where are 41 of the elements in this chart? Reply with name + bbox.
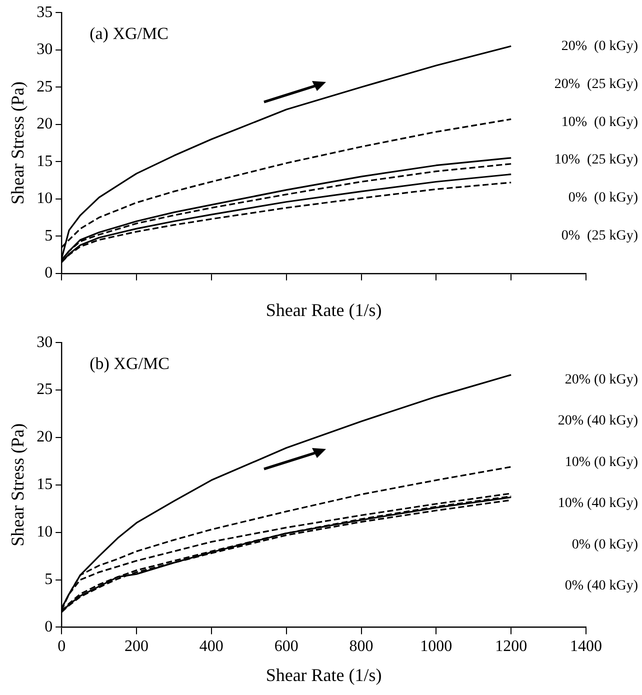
text: 20% (25 kGy) [554,76,638,92]
y-tick-label: 5 [44,227,53,244]
y-axis-title: Shear Stress (Pa) [8,423,28,546]
x-tick-label: 600 [274,638,298,656]
y-tick-label: 0 [44,618,53,636]
text: 0% (25 kGy) [561,228,638,244]
x-tick-label: 1000 [420,638,452,656]
text: 20% (40 kGy) [558,414,638,429]
x-tick-label: 1200 [495,638,528,656]
text: 10% (25 kGy) [554,152,638,168]
y-tick-label: 25 [36,381,53,398]
text: 0% (0 kGy) [568,190,638,206]
text: 20% (0 kGy) [564,372,638,388]
y-tick-label: 15 [36,476,53,494]
y-tick-label: 5 [44,570,53,588]
text: 0% (40 kGy) [564,578,638,594]
y-tick-label: 30 [36,334,53,351]
text: 10% (0 kGy) [564,454,638,470]
y-tick-label: 30 [36,41,53,58]
y-tick-label: 15 [36,152,53,170]
annotation: (b) XG/MC [90,354,170,374]
text: 10% (40 kGy) [558,496,638,512]
text: 0% (0 kGy) [572,537,638,552]
text: 10% (0 kGy) [561,114,638,130]
y-tick-label: 0 [44,264,53,282]
x-tick-label: 0 [58,638,66,656]
y-tick-label: 20 [36,116,53,133]
x-tick-label: 800 [349,638,374,656]
text: 20% (0 kGy) [561,39,638,54]
y-axis-title: Shear Stress (Pa) [8,82,28,204]
x-tick-label: 200 [124,638,149,656]
annotation: (a) XG/MC [90,24,168,44]
x-tick-label: 400 [199,638,224,656]
y-tick-label: 10 [36,190,53,208]
y-tick-label: 35 [36,4,53,21]
y-tick-label: 25 [36,78,53,96]
x-axis-title: Shear Rate (1/s) [266,300,382,320]
x-axis-title: Shear Rate (1/s) [266,664,382,685]
y-tick-label: 20 [36,428,53,446]
y-tick-label: 10 [36,524,53,541]
x-tick-label: 1400 [570,638,602,656]
